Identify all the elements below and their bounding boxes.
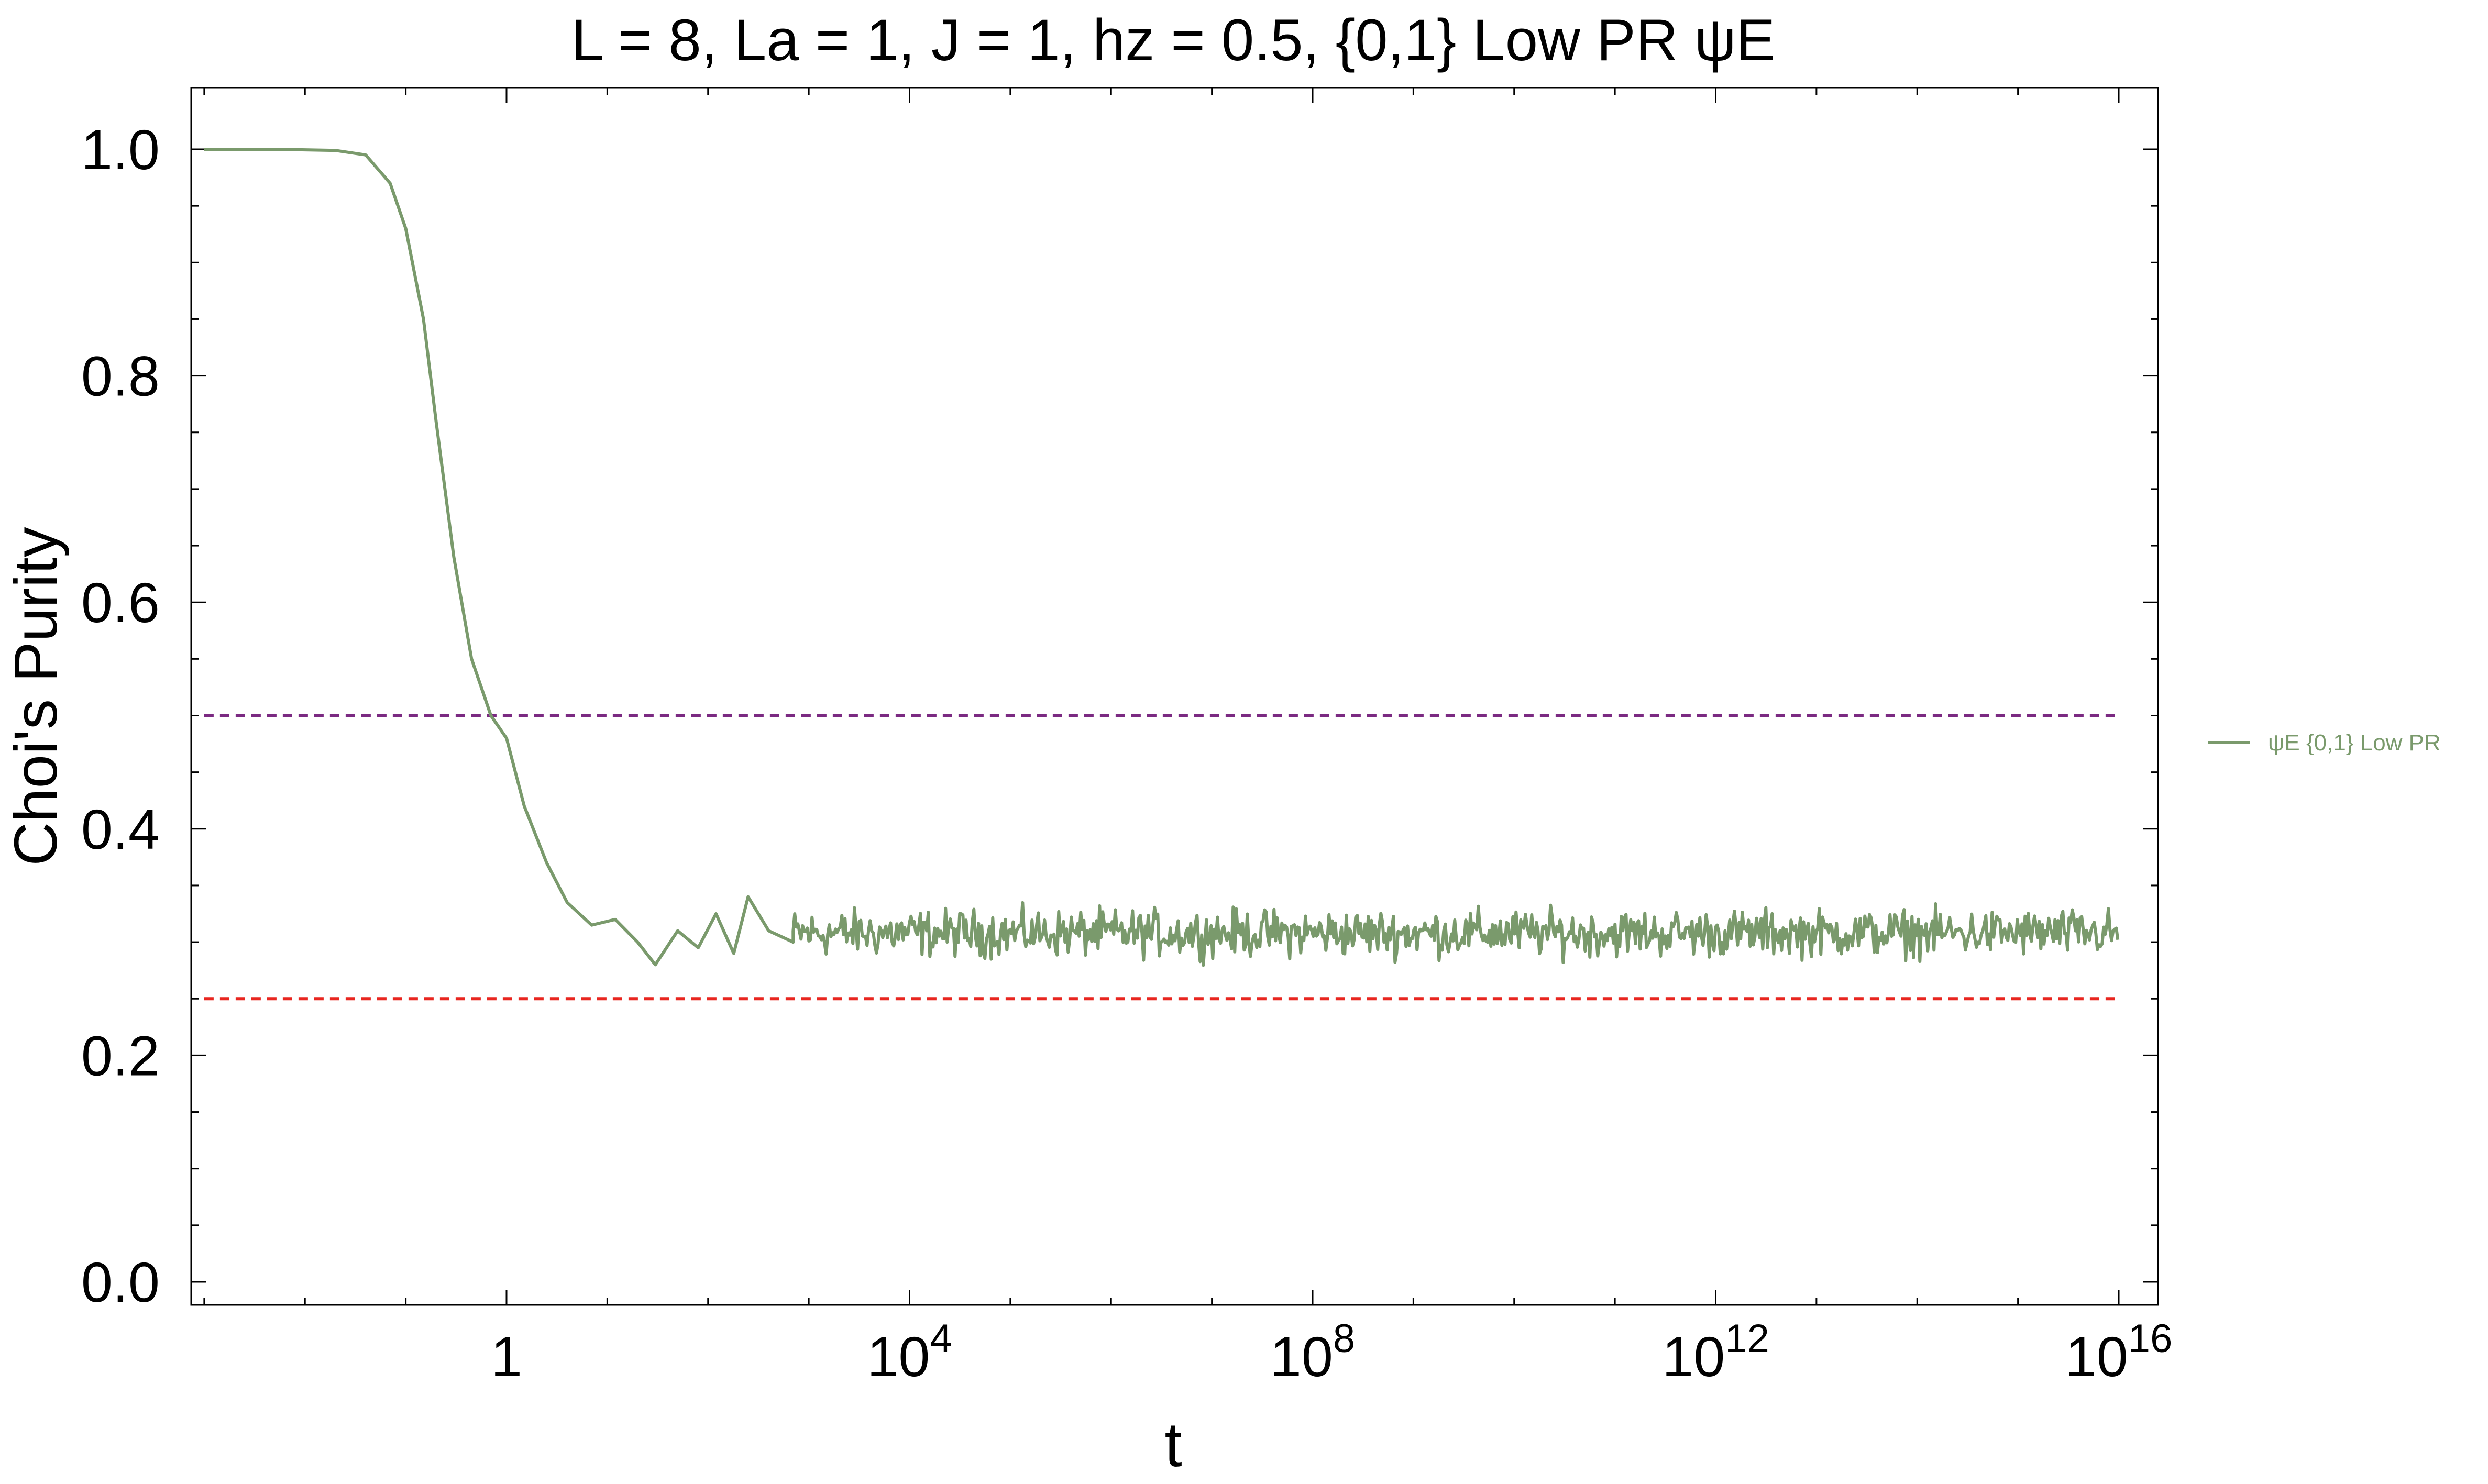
x-tick-label: 108 [1270, 1316, 1355, 1388]
y-tick-label: 0.0 [81, 1250, 160, 1314]
chart-title: L = 8, La = 1, J = 1, hz = 0.5, {0,1} Lo… [571, 7, 1776, 73]
x-axis-label: t [1164, 1410, 1182, 1480]
plot-frame [190, 87, 2159, 1306]
y-tick-label: 1.0 [81, 118, 160, 181]
ticks-layer: 1 104 108 1012 1016 0.0 0.2 0.4 0.6 0.8 1.0 [81, 88, 2172, 1388]
y-tick-label: 0.6 [81, 571, 160, 634]
x-tick-label: 1012 [1662, 1316, 1769, 1388]
x-tick-label: 104 [867, 1316, 952, 1388]
legend-entry-label: ψE {0,1} Low PR [2268, 730, 2441, 756]
x-tick-label: 1016 [2065, 1316, 2173, 1388]
series-line-purity [204, 148, 2120, 967]
x-tick-label: 1 [491, 1325, 522, 1388]
chart-title-text: L = 8, La = 1, J = 1, hz = 0.5, {0,1} Lo… [571, 7, 1776, 73]
y-tick-label: 0.4 [81, 798, 160, 861]
reference-lines [204, 714, 2119, 1001]
y-tick-label: 0.8 [81, 345, 160, 408]
legend: ψE {0,1} Low PR [2208, 730, 2441, 756]
series-layer [204, 148, 2120, 967]
y-axis-label: Choi's Purity [2, 527, 70, 866]
y-tick-label: 0.2 [81, 1024, 160, 1087]
